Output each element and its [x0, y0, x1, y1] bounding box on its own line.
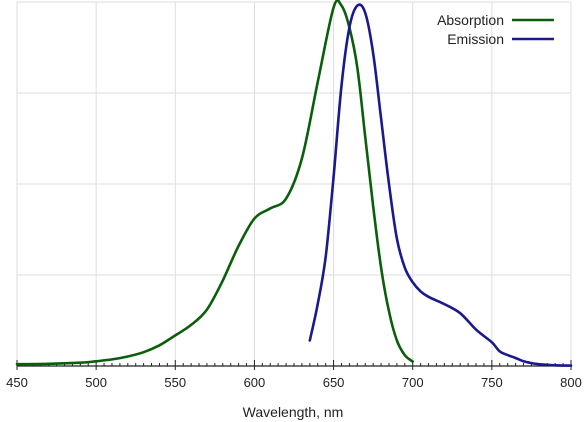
x-tick-label-500: 500: [85, 375, 107, 390]
legend-label-emission: Emission: [447, 31, 504, 47]
x-axis-title: Wavelength, nm: [243, 404, 344, 420]
legend: Absorption Emission: [437, 12, 554, 47]
x-tick-label-450: 450: [6, 375, 28, 390]
x-tick-label-700: 700: [402, 375, 424, 390]
x-tick-label-650: 650: [323, 375, 345, 390]
series-line-emission: [308, 3, 573, 367]
x-axis: 450 500 550 600 650 700 750 800: [6, 360, 582, 390]
legend-label-absorption: Absorption: [437, 12, 504, 28]
x-tick-label-550: 550: [164, 375, 186, 390]
x-tick-label-750: 750: [481, 375, 503, 390]
series-line-absorption: [15, 0, 414, 366]
x-tick-label-800: 800: [560, 375, 582, 390]
series-lines: [15, 0, 573, 367]
x-tick-label-600: 600: [244, 375, 266, 390]
